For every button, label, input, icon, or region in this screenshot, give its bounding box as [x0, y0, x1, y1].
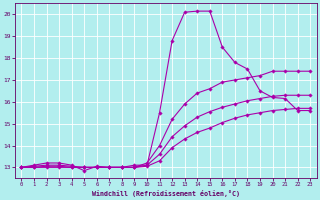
X-axis label: Windchill (Refroidissement éolien,°C): Windchill (Refroidissement éolien,°C) — [92, 190, 240, 197]
